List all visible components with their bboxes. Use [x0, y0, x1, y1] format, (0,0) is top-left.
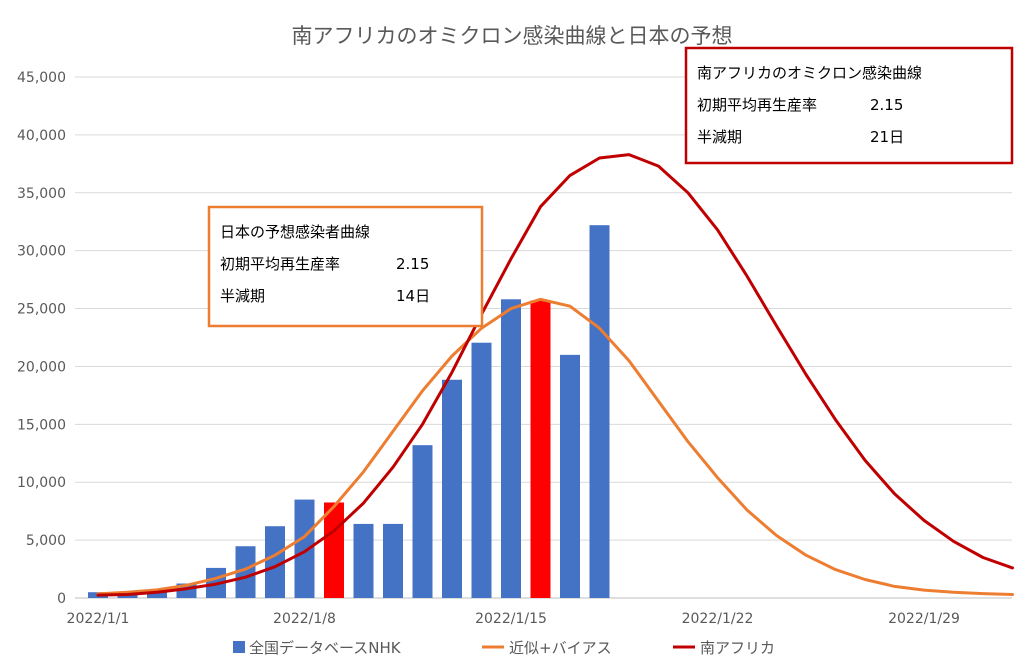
- annotation-label: 半減期: [220, 287, 265, 305]
- annotation-value: 2.15: [396, 255, 429, 273]
- annotation-label: 半減期: [697, 128, 742, 146]
- annotation-label: 初期平均再生産率: [697, 96, 817, 114]
- y-tick-label: 25,000: [17, 302, 66, 318]
- bar: [560, 354, 580, 598]
- legend-item: 近似+バイアス: [482, 639, 612, 657]
- y-tick-label: 45,000: [17, 70, 66, 86]
- bar: [235, 546, 256, 598]
- y-tick-label: 20,000: [17, 359, 66, 375]
- bar-series: [88, 225, 610, 598]
- annotation-value: 21日: [870, 128, 904, 146]
- legend-label: 近似+バイアス: [509, 639, 612, 657]
- line-series: [96, 153, 1014, 597]
- x-axis: 2022/1/1 2022/1/8 2022/1/15 2022/1/22 2022/1…: [67, 611, 960, 627]
- bar: [442, 379, 462, 598]
- series-line: [96, 297, 1014, 596]
- legend-swatch: [233, 641, 245, 653]
- annotation-title: 南アフリカのオミクロン感染曲線: [697, 64, 922, 82]
- y-axis: 0 5,000 10,000 15,000 20,000 25,000 30,000 35,0…: [17, 70, 66, 607]
- bar: [383, 523, 403, 598]
- y-tick-label: 10,000: [17, 475, 66, 491]
- annotation-value: 2.15: [870, 96, 903, 114]
- annotation-title: 日本の予想感染者曲線: [220, 223, 370, 241]
- bar: [471, 342, 492, 598]
- series-line: [96, 153, 1014, 597]
- y-tick-label: 35,000: [17, 186, 66, 202]
- y-tick-label: 0: [57, 591, 66, 607]
- y-tick-label: 40,000: [17, 128, 66, 144]
- legend-label: 全国データベースNHK: [249, 639, 402, 657]
- bar: [147, 591, 167, 598]
- bar: [530, 300, 551, 598]
- legend-label: 南アフリカ: [700, 639, 775, 657]
- annotation-label: 初期平均再生産率: [220, 255, 340, 273]
- legend-item: 全国データベースNHK: [233, 639, 402, 657]
- bar: [412, 445, 433, 598]
- x-tick-label: 2022/1/8: [273, 611, 336, 627]
- y-tick-label: 30,000: [17, 244, 66, 260]
- bar: [501, 299, 521, 598]
- legend: 全国データベースNHK 近似+バイアス 南アフリカ: [233, 639, 775, 657]
- x-tick-label: 2022/1/1: [67, 611, 130, 627]
- bar: [324, 502, 344, 598]
- bar: [265, 526, 285, 598]
- bar: [589, 225, 610, 598]
- x-tick-label: 2022/1/15: [475, 611, 547, 627]
- bar: [353, 523, 374, 598]
- bar: [294, 499, 315, 598]
- y-tick-label: 15,000: [17, 417, 66, 433]
- y-tick-label: 5,000: [26, 533, 66, 549]
- x-tick-label: 2022/1/29: [888, 611, 960, 627]
- legend-item: 南アフリカ: [673, 639, 775, 657]
- annotation-value: 14日: [396, 287, 430, 305]
- chart-title: 南アフリカのオミクロン感染曲線と日本の予想: [292, 24, 733, 48]
- x-tick-label: 2022/1/22: [682, 611, 754, 627]
